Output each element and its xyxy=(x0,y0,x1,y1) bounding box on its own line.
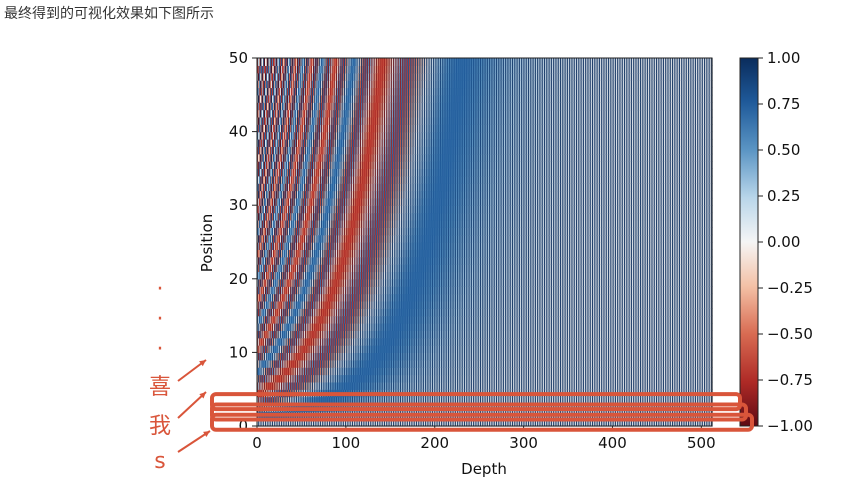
heatmap-cells xyxy=(257,58,713,427)
